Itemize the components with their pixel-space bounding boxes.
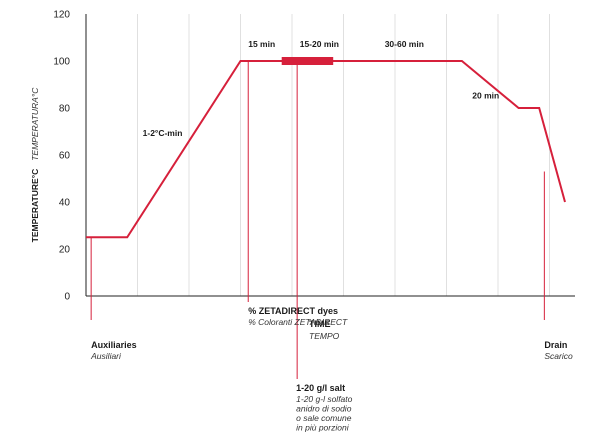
event-label-subtitle: % Coloranti ZETADIRECT	[248, 317, 348, 327]
event-label-title: Drain	[544, 340, 567, 350]
grid	[137, 14, 550, 296]
y-axis-label-it: TEMPERATURA°C	[30, 87, 40, 161]
segment-label: 15-20 min	[300, 39, 339, 49]
y-tick-labels: 0 20 40 60 80 100 120	[53, 10, 70, 303]
segment-label: 1-2°C-min	[143, 128, 183, 138]
x-axis-label-it: TEMPO	[309, 331, 340, 341]
salt-dosing-bar	[281, 57, 334, 65]
y-tick-label: 80	[59, 104, 71, 115]
event-label-subtitle: Scarico	[544, 351, 573, 361]
event-lines	[90, 61, 545, 379]
segment-label: 20 min	[472, 91, 499, 101]
event-label-title: 1-20 g/l salt	[296, 383, 345, 393]
axes	[85, 14, 575, 297]
event-label-title: % ZETADIRECT dyes	[248, 306, 338, 316]
segment-label: 30-60 min	[385, 39, 424, 49]
y-tick-label: 40	[59, 198, 71, 209]
y-axis-label: TEMPERATURE°C TEMPERATURA°C	[25, 87, 42, 243]
segment-labels: 1-2°C-min 15 min 15-20 min 30-60 min 20 min	[143, 39, 500, 138]
y-tick-label: 0	[64, 292, 70, 303]
event-label-subtitle: 1-20 g-l solfato	[296, 394, 352, 404]
y-tick-label: 100	[53, 57, 70, 68]
y-tick-label: 60	[59, 151, 71, 162]
series-line	[86, 57, 566, 239]
y-tick-label: 120	[53, 10, 70, 21]
event-label-subtitle: Ausiliari	[90, 351, 122, 361]
event-label-title: Auxiliaries	[91, 340, 137, 350]
x-axis-label: TIME	[309, 319, 331, 329]
event-label-subtitle: anidro di sodio	[296, 404, 352, 414]
temperature-line	[86, 60, 566, 239]
y-tick-label: 20	[59, 245, 71, 256]
y-axis-label-en: TEMPERATURE°C	[30, 169, 40, 243]
segment-label: 15 min	[248, 39, 275, 49]
event-label-subtitle: in più porzioni	[296, 423, 350, 433]
event-label-subtitle: o sale comune	[296, 413, 352, 423]
